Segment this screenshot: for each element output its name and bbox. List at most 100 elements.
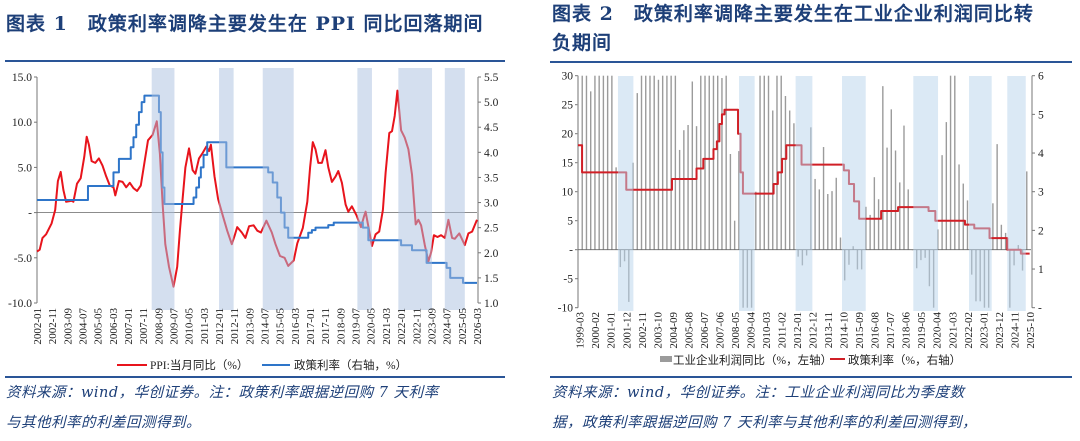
x-tick-label: 2012-01 (214, 308, 226, 345)
profit-bar (585, 75, 588, 250)
profit-bar (763, 75, 765, 250)
left-y-tick-label: 15 (562, 158, 574, 170)
profit-bar (873, 177, 876, 250)
profit-bar (886, 147, 888, 250)
figure-1-source-note-line-1: 资料来源：wind，华创证券。注：政策利率跟据逆回购 7 天利率 (6, 385, 439, 401)
profit-bar (818, 189, 821, 250)
figure-2-title-line-1: 图表 2 政策利率调降主要发生在工业企业利润同比转 (552, 3, 1034, 25)
profit-bar (992, 203, 994, 250)
profit-bar (649, 75, 651, 250)
x-tick-label: 2017-11 (320, 308, 332, 344)
profit-bar (776, 75, 778, 250)
profit-bar (615, 167, 617, 250)
x-tick-label: 2000-02 (590, 312, 602, 349)
profit-bar (907, 189, 909, 250)
x-tick-label: 2015-05 (275, 308, 287, 345)
x-tick-label: 2001-12 (621, 312, 633, 349)
profit-bar (725, 75, 727, 250)
profit-bar (835, 177, 837, 250)
x-tick-label: 2006-03 (108, 308, 120, 345)
profit-bar (755, 191, 757, 250)
x-tick-label: 2008-05 (730, 312, 742, 349)
shaded-period (739, 76, 755, 311)
x-tick-label: 2005-08 (683, 312, 695, 349)
x-tick-label: 2003-10 (652, 312, 664, 349)
figure-1-source-note-line-2: 与其他利率的利差回测得到。 (6, 415, 201, 431)
profit-bar (708, 75, 710, 250)
profit-bar (678, 149, 681, 250)
profit-bar (670, 75, 672, 250)
right-y-tick-label: 2.0 (484, 248, 499, 260)
profit-bar (1004, 232, 1007, 250)
right-y-tick-label: 5.0 (484, 97, 499, 109)
left-y-tick-label: 15.0 (12, 72, 32, 84)
profit-bar (653, 75, 655, 250)
x-tick-label: 2016-03 (290, 308, 302, 345)
x-tick-label: 2025-05 (457, 308, 469, 345)
figure-1-panel: 图表 1 政策利率调降主要发生在 PPI 同比回落期间 资料来源：wind，华创… (5, 13, 505, 431)
x-tick-label: 2004-07 (78, 308, 90, 345)
profit-bar (822, 147, 825, 250)
shaded-period (262, 68, 294, 310)
x-tick-label: 2012-01 (792, 312, 804, 349)
right-y-tick-label: 1 (1038, 264, 1044, 276)
series-line-0 (578, 108, 1030, 255)
profit-bar (949, 75, 952, 250)
profit-bar (962, 183, 964, 250)
right-y-tick-label: 4.0 (484, 147, 499, 159)
left-y-tick-label: 30 (562, 71, 574, 83)
x-tick-label: 2014-07 (260, 308, 272, 345)
profit-bar (941, 155, 943, 250)
x-tick-label: 2013-09 (244, 308, 256, 345)
x-tick-label: 2024-11 (1009, 312, 1021, 348)
profit-bar (729, 154, 732, 250)
profit-bar (611, 75, 613, 250)
x-tick-label: 2013-11 (823, 312, 835, 348)
profit-bar (869, 214, 871, 250)
profit-bar (674, 75, 677, 250)
right-y-tick-label: 3 (1038, 187, 1044, 199)
x-tick-label: 2023-12 (994, 312, 1006, 349)
x-tick-label: 2007-06 (714, 312, 726, 349)
x-tick-label: 2017-07 (885, 312, 897, 349)
x-tick-label: 2008-09 (153, 308, 165, 345)
right-y-tick-label: 4.5 (484, 122, 499, 134)
legend-profit-swatch (660, 356, 672, 362)
profit-bar (814, 178, 816, 250)
profit-bar (577, 75, 579, 250)
profit-bar (793, 123, 795, 250)
x-tick-label: 2012-11 (229, 308, 241, 344)
profit-bar (772, 110, 774, 250)
shaded-period (398, 68, 433, 310)
figure-1-top-rule (5, 60, 505, 62)
x-tick-label: 2009-04 (745, 312, 757, 349)
profit-bar (666, 75, 668, 250)
profit-bar (602, 75, 605, 250)
x-tick-label: 2010-05 (184, 308, 196, 345)
left-y-tick-label: -10.0 (8, 298, 32, 310)
x-tick-label: 2009-07 (169, 308, 181, 345)
profit-bar (996, 144, 998, 250)
x-tick-label: 2003-09 (62, 308, 74, 345)
right-y-tick-label: 5.5 (484, 72, 499, 84)
x-tick-label: 2005-05 (93, 308, 105, 345)
profit-bar (691, 81, 694, 250)
x-tick-label: 2022-02 (963, 312, 975, 349)
profit-bar (636, 93, 638, 250)
shaded-period (1007, 76, 1026, 311)
right-y-tick-label: 4 (1038, 148, 1044, 160)
x-tick-label: 2002-11 (637, 312, 649, 348)
x-tick-label: 2021-03 (381, 308, 393, 345)
x-tick-label: 2007-11 (138, 308, 150, 344)
profit-bar (721, 78, 723, 250)
legend-profit-label: 工业企业利润同比（%，左轴） (673, 353, 832, 367)
right-y-tick-label: 1.5 (484, 273, 499, 285)
profit-bar (590, 91, 592, 250)
figure-1-title: 图表 1 政策利率调降主要发生在 PPI 同比回落期间 (6, 13, 484, 35)
profit-bar (717, 75, 719, 250)
x-tick-label: 2011-02 (776, 312, 788, 348)
left-y-tick-label: 20 (562, 129, 574, 141)
x-tick-label: 2020-04 (932, 312, 944, 349)
x-tick-label: 2025-10 (1025, 312, 1037, 349)
